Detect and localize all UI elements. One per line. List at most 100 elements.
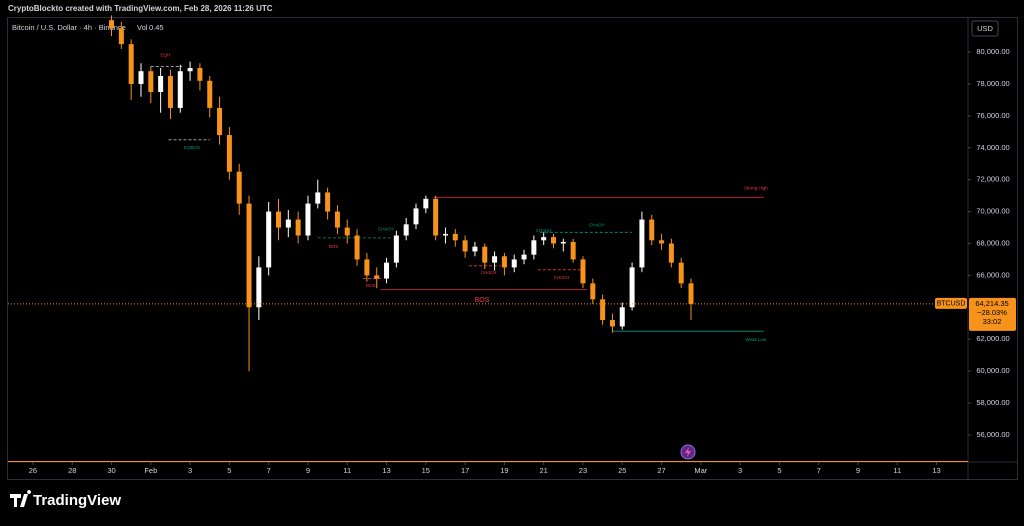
y-tick-label: 76,000.00 <box>976 111 1009 120</box>
candle-body <box>649 219 655 241</box>
symbol-legend: Bitcoin / U.S. Dollar · 4h · Binance <box>12 23 126 32</box>
candle-body <box>384 262 390 279</box>
tradingview-logo[interactable]: TradingView <box>10 490 121 509</box>
candle-body <box>275 211 281 228</box>
candle-body <box>423 198 429 209</box>
candle-body <box>374 275 380 279</box>
x-tick-label: 3 <box>738 466 742 475</box>
y-tick-label: 68,000.00 <box>976 238 1009 247</box>
x-tick-label: 9 <box>306 466 310 475</box>
candle-body <box>393 235 399 263</box>
candle-body <box>295 219 301 236</box>
candle-body <box>678 262 684 284</box>
candle-body <box>403 224 409 236</box>
x-tick-label: 13 <box>932 466 940 475</box>
x-tick-label: 23 <box>579 466 587 475</box>
candle-body <box>305 203 311 236</box>
annotation: BOS <box>329 244 339 249</box>
annotation: Strong High <box>744 186 768 191</box>
candle-body <box>629 267 635 308</box>
candle-body <box>148 71 154 92</box>
candle-body <box>551 237 557 244</box>
annotation: CHoCH <box>378 226 394 231</box>
symbol-tag-text: BTCUSD <box>937 301 966 308</box>
chart-frame <box>7 17 1018 480</box>
last-price-label: 64,214.35 <box>975 299 1008 308</box>
candle-body <box>325 192 331 212</box>
x-tick-label: 26 <box>29 466 37 475</box>
annotation: Weak Low <box>745 337 767 342</box>
volume-label: Vol <box>137 23 148 32</box>
y-tick-label: 56,000.00 <box>976 430 1009 439</box>
x-tick-label: 3 <box>188 466 192 475</box>
candle-body <box>256 267 262 308</box>
x-tick-label: 17 <box>461 466 469 475</box>
candle-body <box>217 107 223 136</box>
candle-body <box>659 240 665 244</box>
candle-body <box>590 283 596 300</box>
candle-body <box>207 80 213 108</box>
currency-box[interactable] <box>971 20 999 37</box>
candle-body <box>462 240 468 252</box>
candle-body <box>236 171 242 204</box>
candle-body <box>482 246 488 263</box>
candle-body <box>167 76 173 108</box>
x-tick-label: 25 <box>618 466 626 475</box>
attribution: CryptoBlockto created with TradingView.c… <box>8 4 273 13</box>
candle-body <box>364 259 370 276</box>
currency[interactable]: USD <box>977 24 993 33</box>
candle-body <box>413 208 419 225</box>
volume-value: 0.45 <box>149 23 164 32</box>
y-tick-label: 80,000.00 <box>976 47 1009 56</box>
x-tick-label: 9 <box>856 466 860 475</box>
x-tick-label: 5 <box>227 466 231 475</box>
x-tick-label: 21 <box>540 466 548 475</box>
price-tag <box>969 297 1016 331</box>
x-tick-label: 5 <box>777 466 781 475</box>
x-tick-label: 30 <box>107 466 115 475</box>
annotation: EQBOS <box>184 145 200 150</box>
event-icon[interactable] <box>680 444 696 460</box>
candle-body <box>609 320 615 327</box>
x-tick-label: Feb <box>144 466 157 475</box>
candle-body <box>668 243 674 263</box>
candle-body <box>285 219 291 228</box>
x-tick-label: 28 <box>68 466 76 475</box>
candle-body <box>187 68 193 72</box>
candle-body <box>246 203 252 308</box>
x-tick-label: Mar <box>694 466 707 475</box>
y-tick-label: 74,000.00 <box>976 143 1009 152</box>
annotation: CHoCH <box>481 270 497 275</box>
candle-body <box>501 256 507 268</box>
candle-body <box>266 211 272 268</box>
y-tick-label: 58,000.00 <box>976 398 1009 407</box>
countdown: 33:02 <box>983 317 1002 326</box>
x-tick-label: 27 <box>657 466 665 475</box>
candle-body <box>315 192 321 204</box>
x-tick-label: 7 <box>267 466 271 475</box>
logo-icon <box>10 490 32 507</box>
annotation: CHoCH <box>589 222 605 227</box>
candle-body <box>600 299 606 321</box>
event-icon-bolt <box>685 447 691 457</box>
candle-body <box>560 241 566 244</box>
candle-body <box>177 71 183 108</box>
candle-body <box>334 211 340 228</box>
logo-text: TradingView <box>33 492 121 509</box>
candle-body <box>433 198 439 236</box>
annotation: BOS <box>475 297 490 304</box>
x-tick-label: 15 <box>422 466 430 475</box>
plot-area: EQH EQBOS BOS CHoCH BOS BOS CHoCH CHoCH CHoCH CHo… <box>109 15 768 372</box>
y-tick-label: 70,000.00 <box>976 207 1009 216</box>
candle-body <box>531 240 537 255</box>
candle-body <box>541 237 547 241</box>
price-change-label: −28.03% <box>977 308 1007 317</box>
y-tick-label: 62,000.00 <box>976 334 1009 343</box>
candle-body <box>344 227 350 236</box>
y-tick-label: 78,000.00 <box>976 79 1009 88</box>
x-tick-label: 11 <box>343 466 351 475</box>
candle-body <box>570 241 576 260</box>
candle-body <box>158 76 164 92</box>
candle-body <box>118 28 124 45</box>
